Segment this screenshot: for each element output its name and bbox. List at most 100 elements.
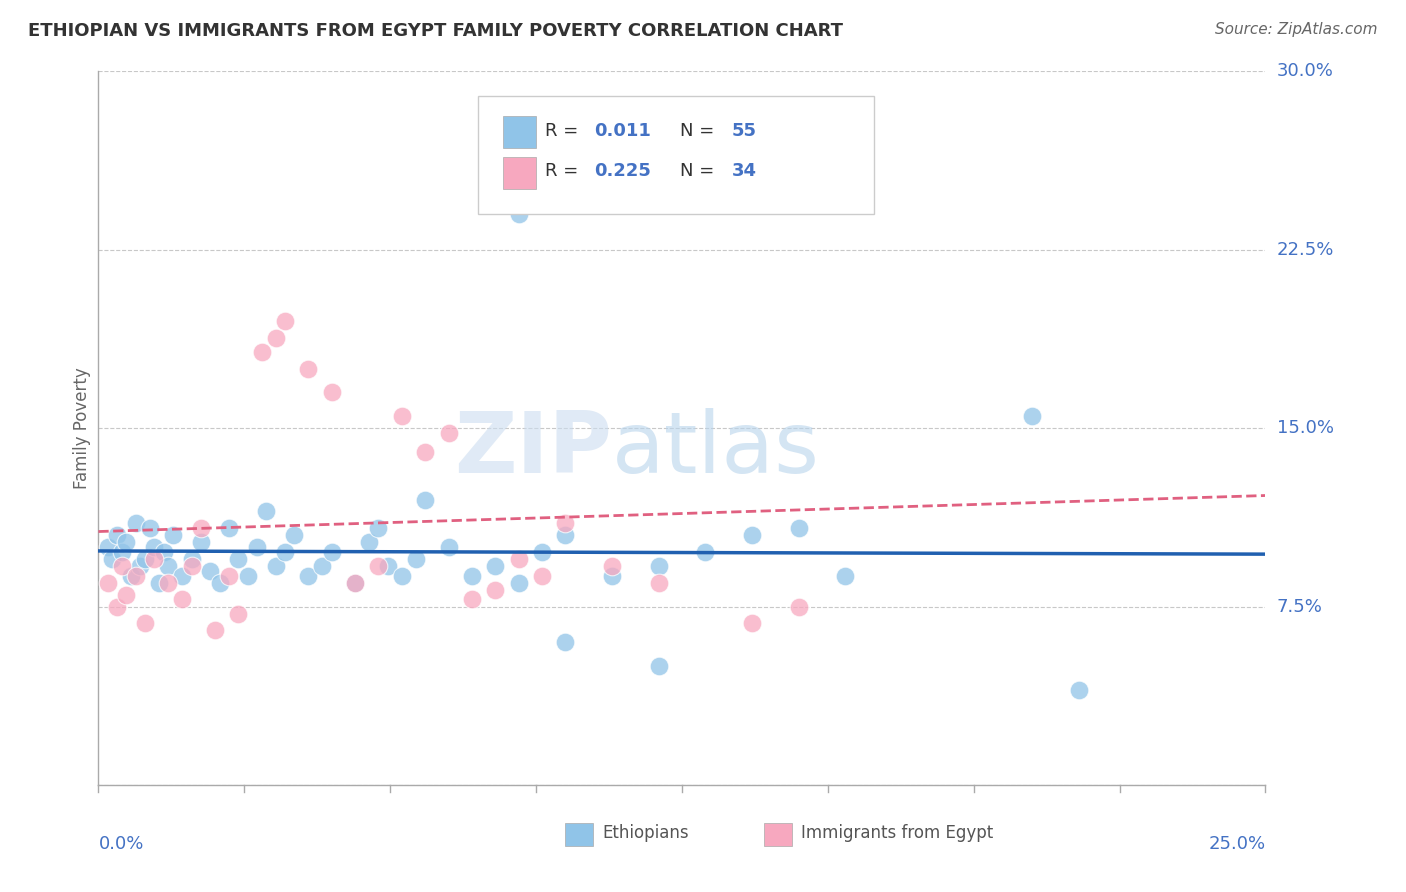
Point — [264, 559, 287, 574]
Point — [741, 616, 763, 631]
Point — [218, 521, 240, 535]
Point — [111, 545, 134, 559]
Point — [508, 575, 530, 590]
Point — [344, 575, 367, 590]
Point — [115, 588, 138, 602]
Point — [461, 568, 484, 582]
Point — [508, 552, 530, 566]
Text: N =: N = — [679, 121, 720, 139]
Point — [530, 568, 553, 582]
Point — [134, 552, 156, 566]
Point — [111, 559, 134, 574]
Point — [695, 545, 717, 559]
Text: Ethiopians: Ethiopians — [603, 824, 689, 842]
Point — [97, 540, 120, 554]
Point — [208, 575, 231, 590]
Point — [787, 599, 810, 614]
Text: atlas: atlas — [612, 408, 820, 491]
Text: 30.0%: 30.0% — [1277, 62, 1333, 80]
Text: ETHIOPIAN VS IMMIGRANTS FROM EGYPT FAMILY POVERTY CORRELATION CHART: ETHIOPIAN VS IMMIGRANTS FROM EGYPT FAMIL… — [28, 22, 844, 40]
Bar — [503, 157, 536, 189]
Point — [274, 314, 297, 328]
Point — [200, 564, 222, 578]
Point — [228, 607, 250, 621]
Point — [508, 207, 530, 221]
Point — [437, 425, 460, 440]
Point — [377, 559, 399, 574]
Point — [405, 552, 427, 566]
Point — [250, 345, 273, 359]
Point — [228, 552, 250, 566]
Point — [554, 516, 576, 531]
Point — [162, 528, 184, 542]
Text: N =: N = — [679, 162, 720, 180]
Point — [391, 568, 413, 582]
Point — [115, 535, 138, 549]
Point — [148, 575, 170, 590]
Point — [1067, 682, 1090, 697]
FancyBboxPatch shape — [478, 96, 875, 214]
Point — [600, 559, 623, 574]
Point — [647, 659, 669, 673]
Text: 7.5%: 7.5% — [1277, 598, 1323, 615]
Point — [484, 582, 506, 597]
Point — [413, 492, 436, 507]
Point — [143, 552, 166, 566]
Point — [204, 624, 226, 638]
Point — [97, 575, 120, 590]
Bar — [503, 116, 536, 148]
Point — [101, 552, 124, 566]
Point — [157, 559, 180, 574]
Point — [218, 568, 240, 582]
Point — [152, 545, 174, 559]
Point — [125, 568, 148, 582]
Point — [741, 528, 763, 542]
Point — [256, 504, 278, 518]
Point — [484, 154, 506, 169]
Point — [143, 540, 166, 554]
Text: Source: ZipAtlas.com: Source: ZipAtlas.com — [1215, 22, 1378, 37]
Point — [139, 521, 162, 535]
Text: R =: R = — [546, 162, 585, 180]
Point — [105, 599, 128, 614]
Text: 55: 55 — [733, 121, 756, 139]
Point — [367, 559, 389, 574]
Point — [530, 545, 553, 559]
Bar — [565, 822, 593, 846]
Point — [554, 635, 576, 649]
Point — [134, 616, 156, 631]
Point — [359, 535, 381, 549]
Point — [190, 535, 212, 549]
Text: 25.0%: 25.0% — [1208, 835, 1265, 853]
Point — [554, 528, 576, 542]
Point — [236, 568, 259, 582]
Point — [391, 409, 413, 424]
Point — [172, 568, 194, 582]
Point — [834, 568, 856, 582]
Point — [600, 568, 623, 582]
Point — [246, 540, 269, 554]
Point — [105, 528, 128, 542]
Point — [157, 575, 180, 590]
Point — [274, 545, 297, 559]
Point — [311, 559, 333, 574]
Point — [787, 521, 810, 535]
Point — [1021, 409, 1043, 424]
Text: R =: R = — [546, 121, 585, 139]
Point — [321, 545, 343, 559]
Text: 22.5%: 22.5% — [1277, 241, 1334, 259]
Text: 0.225: 0.225 — [595, 162, 651, 180]
Point — [297, 568, 319, 582]
Text: 34: 34 — [733, 162, 756, 180]
Point — [129, 559, 152, 574]
Point — [297, 361, 319, 376]
Point — [120, 568, 142, 582]
Text: 0.0%: 0.0% — [98, 835, 143, 853]
Point — [344, 575, 367, 590]
Text: Immigrants from Egypt: Immigrants from Egypt — [801, 824, 993, 842]
Point — [172, 592, 194, 607]
Text: ZIP: ZIP — [454, 408, 612, 491]
Point — [321, 385, 343, 400]
Point — [180, 552, 202, 566]
Bar — [763, 822, 792, 846]
